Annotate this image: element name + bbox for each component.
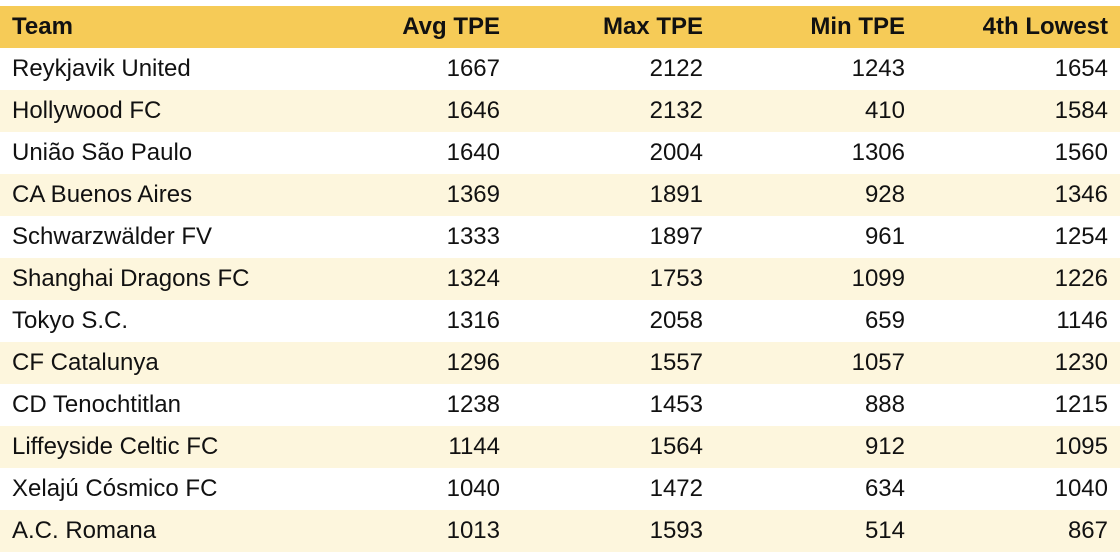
table-row: Shanghai Dragons FC 1324 1753 1099 1226	[0, 258, 1120, 300]
table-row: Liffeyside Celtic FC 1144 1564 912 1095	[0, 426, 1120, 468]
value-cell: 928	[703, 174, 905, 216]
team-cell: Schwarzwälder FV	[12, 223, 213, 250]
value-cell: 1146	[1056, 307, 1108, 334]
value-cell: 1472	[649, 475, 703, 502]
value-cell: 1897	[649, 223, 703, 250]
value-cell: 1557	[500, 342, 703, 384]
team-cell: Reykjavik United	[12, 55, 191, 82]
table-row: Schwarzwälder FV 1333 1897 961 1254	[0, 216, 1120, 258]
table-row: A.C. Romana 1013 1593 514 867	[0, 510, 1120, 552]
team-cell: União São Paulo	[12, 139, 193, 166]
header-cell: Team	[0, 6, 300, 48]
table-wrap: Team Avg TPE Max TPE Min TPE 4th Lowest Reyk…	[0, 6, 1120, 552]
value-cell: 1254	[1054, 223, 1108, 250]
value-cell: 1040	[1054, 475, 1108, 502]
table-row: Xelajú Cósmico FC 1040 1472 634 1040	[0, 468, 1120, 510]
value-cell: 1667	[446, 55, 500, 82]
value-cell: 1296	[300, 342, 500, 384]
value-cell: 410	[703, 90, 905, 132]
value-cell: 1346	[905, 174, 1120, 216]
team-cell: Liffeyside Celtic FC	[0, 426, 300, 468]
team-cell: Xelajú Cósmico FC	[12, 475, 218, 502]
value-cell: 1013	[300, 510, 500, 552]
value-cell: 1095	[905, 426, 1120, 468]
value-cell: 1654	[1054, 55, 1108, 82]
header-cell: Max TPE	[500, 6, 703, 48]
table-row: Hollywood FC 1646 2132 410 1584	[0, 90, 1120, 132]
table-body: Reykjavik United 1667 2122 1243 1654 Hollywoo…	[0, 48, 1120, 552]
value-cell: 1560	[1054, 139, 1108, 166]
table-row: Reykjavik United 1667 2122 1243 1654	[0, 48, 1120, 90]
table-row: CF Catalunya 1296 1557 1057 1230	[0, 342, 1120, 384]
value-cell: 514	[703, 510, 905, 552]
value-cell: 1564	[500, 426, 703, 468]
value-cell: 1324	[300, 258, 500, 300]
value-cell: 1215	[1054, 391, 1108, 418]
header-cell: 4th Lowest	[905, 6, 1120, 48]
value-cell: 634	[864, 475, 905, 502]
value-cell: 659	[864, 307, 905, 334]
value-cell: 1593	[500, 510, 703, 552]
value-cell: 1099	[703, 258, 905, 300]
value-cell: 1230	[905, 342, 1120, 384]
value-cell: 1306	[851, 139, 905, 166]
value-cell: 2132	[500, 90, 703, 132]
value-cell: 1316	[446, 307, 500, 334]
team-cell: CF Catalunya	[0, 342, 300, 384]
value-cell: 1753	[500, 258, 703, 300]
team-cell: Shanghai Dragons FC	[0, 258, 300, 300]
value-cell: 1646	[300, 90, 500, 132]
table-row: CD Tenochtitlan 1238 1453 888 1215	[0, 384, 1120, 426]
table-row: Tokyo S.C. 1316 2058 659 1146	[0, 300, 1120, 342]
value-cell: 867	[905, 510, 1120, 552]
value-cell: 1640	[446, 139, 500, 166]
table-row: CA Buenos Aires 1369 1891 928 1346	[0, 174, 1120, 216]
team-cell: Hollywood FC	[0, 90, 300, 132]
value-cell: 2004	[649, 139, 703, 166]
value-cell: 961	[864, 223, 905, 250]
value-cell: 1226	[905, 258, 1120, 300]
team-cell: CD Tenochtitlan	[12, 391, 181, 418]
value-cell: 912	[703, 426, 905, 468]
value-cell: 1144	[300, 426, 500, 468]
value-cell: 1369	[300, 174, 500, 216]
value-cell: 1453	[649, 391, 703, 418]
header-cell: Avg TPE	[300, 6, 500, 48]
value-cell: 1057	[703, 342, 905, 384]
value-cell: 1040	[446, 475, 500, 502]
team-cell: CA Buenos Aires	[0, 174, 300, 216]
header-cell: Min TPE	[703, 6, 905, 48]
team-cell: A.C. Romana	[0, 510, 300, 552]
value-cell: 2122	[649, 55, 703, 82]
value-cell: 1333	[446, 223, 500, 250]
value-cell: 1243	[851, 55, 905, 82]
header-row: Team Avg TPE Max TPE Min TPE 4th Lowest	[0, 6, 1120, 48]
value-cell: 1584	[905, 90, 1120, 132]
table-row: União São Paulo 1640 2004 1306 1560	[0, 132, 1120, 174]
value-cell: 1238	[446, 391, 500, 418]
value-cell: 2058	[649, 307, 703, 334]
team-cell: Tokyo S.C.	[12, 307, 129, 334]
tpe-table: Team Avg TPE Max TPE Min TPE 4th Lowest Reyk…	[0, 6, 1120, 552]
value-cell: 888	[864, 391, 905, 418]
value-cell: 1891	[500, 174, 703, 216]
